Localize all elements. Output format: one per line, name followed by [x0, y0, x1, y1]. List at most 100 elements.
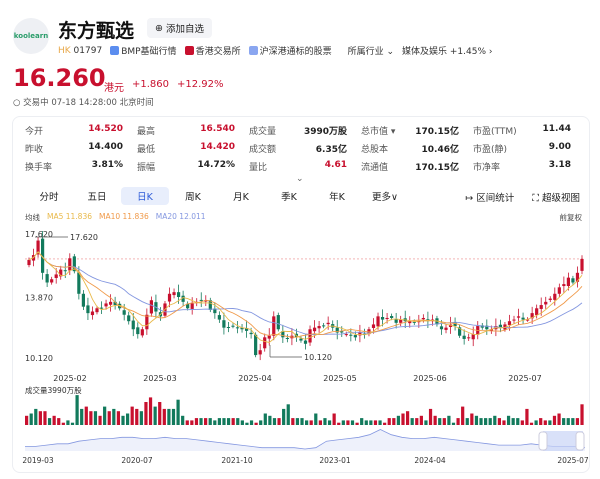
- stat-item: 市净率 3.18: [473, 160, 585, 173]
- trading-status: ○ 交易中 07-18 14:28:00 北京时间: [13, 98, 154, 108]
- tab-4[interactable]: 月K: [233, 192, 249, 203]
- volume-bar: [84, 406, 88, 425]
- candle-body: [394, 319, 398, 323]
- tab-2[interactable]: 日K: [121, 187, 169, 205]
- navigator-handle-right[interactable]: [575, 431, 585, 451]
- volume-bar: [318, 420, 322, 425]
- volume-bar: [291, 418, 295, 425]
- tag-hkex[interactable]: 香港交易所: [184, 44, 241, 57]
- candle-body: [285, 337, 289, 339]
- tab-0[interactable]: 分时: [39, 192, 59, 203]
- chevron-right-icon: ›: [488, 47, 493, 57]
- candle-body: [63, 270, 67, 272]
- volume-bar: [231, 418, 235, 425]
- volume-bar: [103, 406, 107, 425]
- volume-bar: [539, 418, 543, 425]
- adjust-toggle[interactable]: 前复权: [559, 213, 583, 222]
- volume-bar: [502, 420, 506, 425]
- navigator-selection: [543, 431, 583, 451]
- candle-body: [281, 331, 285, 338]
- ma10-line: [28, 251, 583, 338]
- volume-bar: [171, 408, 176, 425]
- candle-body: [172, 292, 176, 296]
- volume-bar: [112, 408, 116, 425]
- volume-bar: [29, 413, 33, 425]
- candle-body: [308, 329, 312, 343]
- volume-bar: [525, 408, 529, 425]
- candle-body: [557, 287, 561, 294]
- tag-bmp[interactable]: BMP基础行情: [110, 44, 177, 57]
- candle-body: [131, 320, 135, 330]
- low-label: 10.120: [304, 353, 332, 362]
- candle-body: [530, 313, 534, 319]
- navigator-tick-label: 2023-01: [319, 456, 351, 465]
- candle-body: [312, 327, 317, 332]
- current-price: 16.260: [13, 64, 106, 92]
- x-tick-label: 2025-03: [143, 374, 176, 383]
- ma5-line: [28, 251, 583, 343]
- stat-label: 量比: [249, 163, 268, 173]
- candle-body: [344, 334, 348, 336]
- navigator-tick-label: 2020-07: [121, 456, 153, 465]
- volume-bar: [70, 422, 75, 425]
- candle-body: [272, 316, 276, 336]
- volume-bar: [529, 422, 534, 425]
- volume-bar: [552, 415, 557, 425]
- candle-body: [448, 324, 453, 328]
- volume-bar: [185, 420, 189, 425]
- candle-body: [553, 293, 557, 300]
- stat-item: 振幅 14.72%: [137, 160, 249, 173]
- candle-body: [267, 335, 271, 339]
- volume-bar: [323, 418, 327, 425]
- price-change: 港元 +1.860 +12.92%: [104, 79, 224, 94]
- stat-value: 170.15亿: [415, 127, 459, 137]
- stat-value: 9.00: [548, 142, 571, 152]
- candle-body: [27, 259, 31, 266]
- tab-7[interactable]: 更多∨: [372, 192, 398, 203]
- volume-bar: [314, 413, 318, 425]
- volume-bar: [562, 418, 566, 425]
- volume-bar: [461, 406, 465, 425]
- candle-body: [371, 324, 376, 328]
- volume-bar: [194, 418, 199, 425]
- stat-item: 今开 14.520: [25, 124, 137, 137]
- connect-icon: [248, 46, 258, 55]
- candle-body: [204, 300, 208, 302]
- candle-body: [358, 332, 362, 336]
- industry-link[interactable]: 媒体及娱乐 +1.45% ›: [402, 47, 493, 57]
- add-watchlist-button[interactable]: ⊕ 添加自选: [147, 18, 212, 38]
- industry-dropdown[interactable]: 所属行业 ⌄: [347, 47, 395, 57]
- candle-body: [385, 317, 389, 319]
- range-stats-button[interactable]: ↦ 区间统计: [465, 193, 515, 204]
- stat-label: 流通值: [361, 163, 389, 173]
- company-logo: koolearn: [13, 18, 49, 54]
- navigator-handle-left[interactable]: [538, 431, 548, 451]
- y-tick-label: 10.120: [25, 354, 53, 363]
- candle-body: [489, 329, 493, 331]
- candle-body: [326, 322, 330, 325]
- tab-1[interactable]: 五日: [87, 192, 107, 203]
- candle-body: [353, 335, 357, 338]
- volume-bar: [355, 422, 359, 425]
- candle-body: [412, 321, 416, 323]
- tag-connect[interactable]: 沪深港通标的股票: [248, 44, 332, 57]
- candle-body: [217, 315, 221, 320]
- tab-3[interactable]: 周K: [185, 192, 201, 203]
- candle-body: [399, 319, 403, 323]
- tab-6[interactable]: 年K: [329, 192, 345, 203]
- candle-body: [244, 327, 249, 331]
- super-view-button[interactable]: ⛶ 超级视图: [532, 193, 580, 204]
- expand-chevron-icon[interactable]: ⌄: [296, 174, 304, 184]
- candle-body: [380, 317, 385, 320]
- stat-item: 成交量 3990万股: [249, 124, 361, 137]
- volume-bar: [158, 402, 162, 425]
- stat-label: 总股本: [361, 145, 389, 155]
- volume-bar: [130, 406, 134, 425]
- candle-body: [77, 272, 81, 294]
- volume-bar: [263, 413, 267, 425]
- candle-body: [127, 315, 131, 322]
- candle-body: [539, 305, 543, 309]
- volume-bar: [116, 411, 121, 425]
- tab-5[interactable]: 季K: [281, 192, 297, 203]
